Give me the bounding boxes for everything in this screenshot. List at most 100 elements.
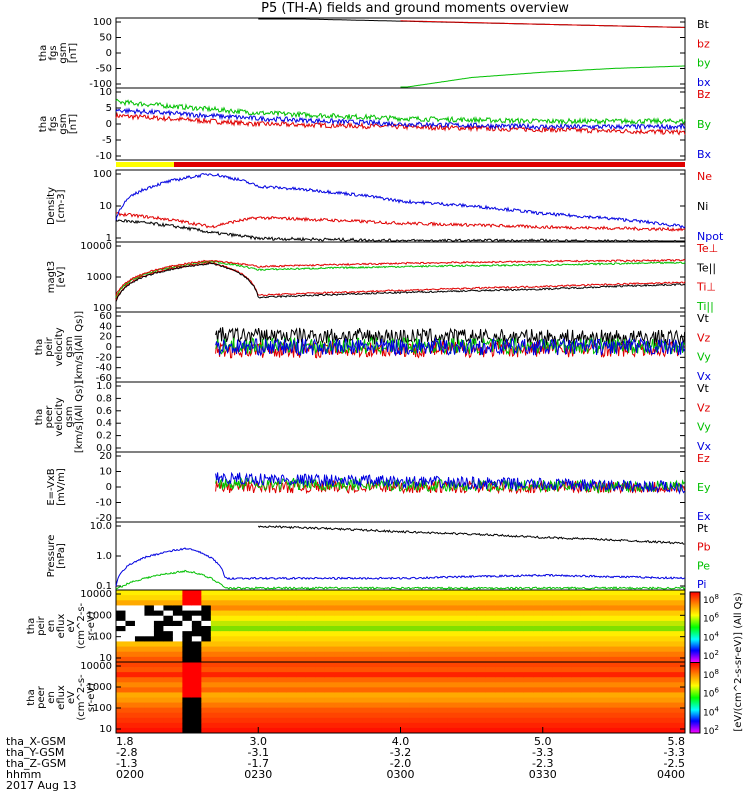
ytick-label: 60 [99,311,112,322]
heatmap-cell [248,707,259,714]
heatmap-cell [210,677,221,683]
heatmap-cell [447,677,458,683]
heatmap-cell [125,682,136,688]
heatmap-cell [561,702,572,709]
heatmap-cell [315,595,326,601]
panel-ylabel: E=-VxB[mV/m] [46,468,67,506]
heatmap-cell [239,697,250,704]
heatmap-cell [599,631,610,637]
heatmap-cell [315,631,326,637]
heatmap-cell [523,595,534,601]
heatmap-cell [457,717,468,724]
series-Pe [115,569,686,591]
heatmap-cell [229,722,240,729]
heatmap-cell [134,656,145,663]
heatmap-cell [381,662,392,668]
heatmap-cell [239,590,250,596]
heatmap-cell [466,692,477,698]
heatmap-cell [343,722,354,729]
heatmap-cell [504,600,515,606]
heatmap-cell [618,707,629,714]
heatmap-cell [172,722,183,729]
heatmap-cell [315,687,326,693]
heatmap-cell [485,610,496,617]
heatmap-cell [609,600,620,606]
heatmap-cell [334,717,345,724]
heatmap-cell [542,590,553,596]
heatmap-cell [372,662,383,668]
heatmap-cell [457,707,468,714]
heatmap-cell [315,646,326,653]
heatmap-cell [495,605,506,612]
heatmap-cell [637,687,648,693]
heatmap-cell [372,702,383,709]
heatmap-cell [201,707,212,714]
heatmap-cell [229,600,240,606]
heatmap-cell [438,722,449,729]
legend-Te||: Te|| [696,261,716,274]
heatmap-cell [419,641,430,648]
heatmap-cell [125,697,136,704]
heatmap-cell [637,590,648,596]
heatmap-cell [315,662,326,668]
heatmap-cell [647,626,658,632]
heatmap-cell [144,662,155,668]
heatmap-cell [552,615,563,622]
heatmap-cell [353,600,364,606]
heatmap-cell [428,702,439,709]
heatmap-cell [618,727,629,734]
heatmap-cell [248,651,259,658]
heatmap-cell [552,717,563,724]
heatmap-cell [153,651,164,658]
heatmap-cell [144,692,155,698]
heatmap-cell [324,620,335,627]
heatmap-cell [476,687,487,693]
heatmap-cell [324,605,335,612]
heatmap-cell [391,712,401,719]
ylabel-line: E=-VxB [46,468,57,505]
heatmap-cell [315,605,326,612]
heatmap-cell [571,707,582,714]
heatmap-cell [428,605,439,612]
heatmap-cell [220,595,231,601]
heatmap-cell [381,641,392,648]
heatmap-cell [656,682,667,688]
ytick-label: -100 [89,79,112,90]
heatmap-cell [457,610,468,617]
heatmap-cell [428,667,439,673]
heatmap-cell [353,682,364,688]
heatmap-cell [334,697,345,704]
heatmap-cell [343,717,354,724]
heatmap-cell [400,682,411,688]
heatmap-cell [628,620,639,627]
heatmap-cell [457,712,468,719]
heatmap-cell [277,646,288,653]
heatmap-cell [628,626,639,632]
heatmap-cell [447,682,458,688]
heatmap-cell [457,590,468,596]
heatmap-cell [267,712,278,719]
heatmap-cell [134,605,145,612]
heatmap-cell [542,595,553,601]
heatmap-cell [182,641,193,648]
heatmap-cell [590,662,601,668]
heatmap-cell [220,620,231,627]
heatmap-cell [476,610,487,617]
heatmap-cell [637,636,648,642]
legend-Vt: Vt [697,312,710,325]
heatmap-cell [239,636,250,642]
heatmap-cell [637,697,648,704]
heatmap-cell [334,620,345,627]
heatmap-cell [277,717,288,724]
heatmap-cell [675,667,686,673]
ytick-label: 1.0 [96,551,112,562]
heatmap-cell [277,722,288,729]
heatmap-cell [239,620,250,627]
heatmap-cell [182,707,193,714]
heatmap-cell [485,615,496,622]
heatmap-cell [134,702,145,709]
heatmap-cell [267,697,278,704]
heatmap-cell [618,595,629,601]
ytick-label: 100 [93,169,112,180]
